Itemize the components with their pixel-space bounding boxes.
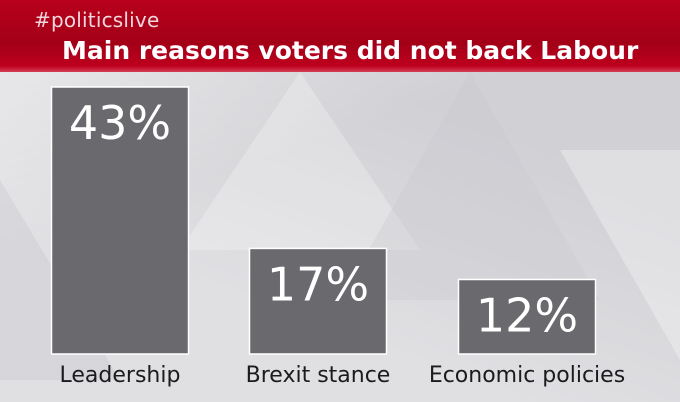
category-label-economic-policies: Economic policies xyxy=(429,363,625,388)
value-label-leadership: 43% xyxy=(69,96,171,150)
value-label-brexit-stance: 17% xyxy=(267,257,369,311)
category-label-brexit-stance: Brexit stance xyxy=(246,363,391,388)
hashtag-label: #politicslive xyxy=(34,8,160,32)
chart-title: Main reasons voters did not back Labour xyxy=(62,36,639,65)
category-label-leadership: Leadership xyxy=(60,363,181,388)
bar-economic-policies xyxy=(457,278,597,355)
bar-leadership xyxy=(50,86,190,355)
bar-brexit-stance xyxy=(248,247,388,355)
value-label-economic-policies: 12% xyxy=(476,288,578,342)
title-banner: #politicslive Main reasons voters did no… xyxy=(0,0,680,72)
